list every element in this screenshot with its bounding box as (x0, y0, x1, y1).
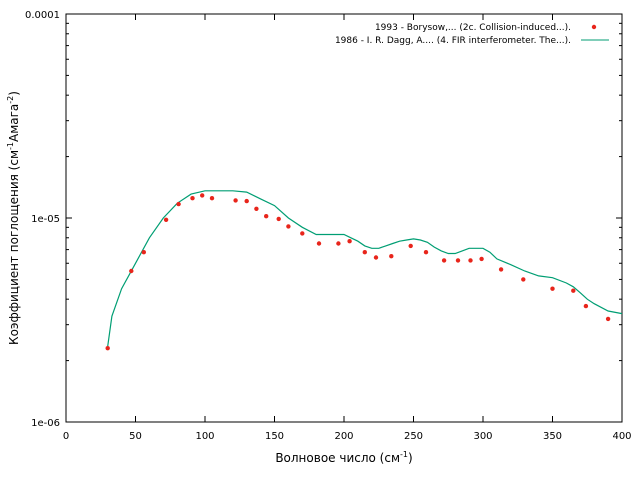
legend-marker-points (591, 24, 597, 30)
y-tick-label: 1e-05 (31, 214, 60, 225)
data-point (244, 198, 249, 204)
x-axis-title-end: ) (408, 451, 413, 465)
data-point (389, 254, 394, 259)
x-tick-label: 200 (334, 431, 353, 442)
data-point (362, 250, 367, 255)
data-point (423, 250, 429, 255)
data-point (264, 214, 269, 219)
x-tick-label: 300 (473, 431, 492, 442)
data-point (163, 217, 169, 222)
data-point (105, 346, 110, 351)
y-axis-title-main: Коэффициент поглощения (см (7, 150, 21, 345)
data-point (455, 258, 461, 263)
data-point (550, 286, 555, 291)
series-layer (105, 190, 623, 351)
series-line-dagg (107, 190, 623, 347)
data-point (176, 201, 181, 207)
data-point (479, 256, 484, 262)
plot-border (65, 13, 623, 423)
x-tick-label: 100 (195, 431, 214, 442)
data-point (141, 250, 146, 255)
y-axis-title: Коэффициент поглощения (см-1Амага-2) (6, 91, 21, 345)
x-tick-label: 350 (543, 431, 562, 442)
y-axis-title-sup2: -2 (6, 96, 15, 104)
legend: 1993 - Borysow,... (2c. Collision-induce… (335, 23, 609, 46)
data-point (498, 267, 504, 272)
y-tick-label: 0.0001 (25, 10, 60, 21)
data-point (605, 316, 611, 322)
data-point (276, 216, 281, 222)
legend-label-points: 1993 - Borysow,... (2c. Collision-induce… (375, 23, 571, 33)
x-tick-label: 0 (63, 431, 69, 442)
data-point (468, 258, 473, 263)
y-axis-title-mid: Амага (7, 104, 21, 142)
x-axis-title: Волновое число (см-1) (275, 450, 412, 465)
x-tick-label: 50 (129, 431, 142, 442)
data-point (286, 224, 291, 229)
axis-ticks: 0 50 100 150 200 250 300 350 400 1e-06 1e-05 0.0001 (25, 10, 632, 442)
data-point (521, 277, 526, 282)
y-axis-title-sup1: -1 (6, 142, 15, 150)
data-point (583, 303, 589, 309)
data-point (571, 288, 576, 293)
x-axis-title-main: Волновое число (см (275, 451, 400, 465)
data-point (441, 258, 447, 263)
plot-frame (65, 13, 623, 423)
x-tick-label: 150 (265, 431, 284, 442)
data-point (129, 268, 134, 274)
data-point (347, 239, 352, 244)
data-point (254, 206, 259, 211)
y-tick-label: 1e-06 (31, 418, 60, 429)
x-tick-label: 250 (404, 431, 423, 442)
data-point (373, 255, 379, 260)
x-tick-label: 400 (612, 431, 631, 442)
data-point (233, 198, 238, 203)
data-point (408, 243, 413, 249)
legend-label-line: 1986 - I. R. Dagg, A.... (4. FIR interfe… (335, 36, 571, 46)
data-point (316, 241, 322, 246)
data-point (209, 196, 215, 201)
data-point (336, 241, 341, 246)
x-axis-title-sup: -1 (400, 450, 408, 459)
data-point (190, 196, 195, 201)
y-axis-title-end: ) (7, 91, 21, 96)
data-point (300, 231, 305, 236)
data-point (200, 193, 205, 198)
